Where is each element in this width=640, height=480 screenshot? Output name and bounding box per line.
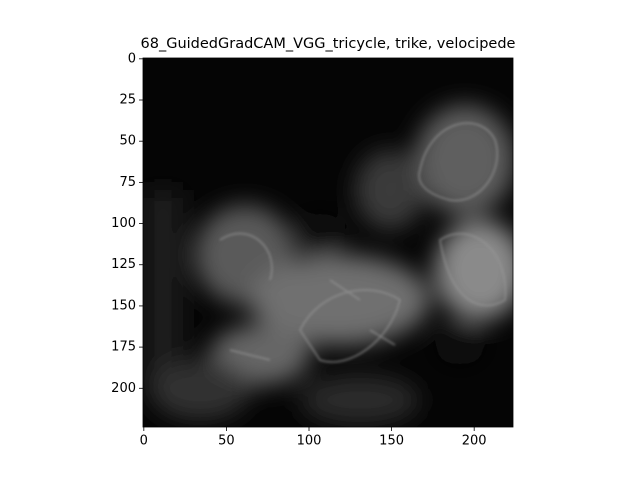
y-tick-label: 125 — [111, 257, 136, 272]
chart-title: 68_GuidedGradCAM_VGG_tricycle, trike, ve… — [141, 36, 516, 52]
x-tick-label: 100 — [297, 434, 322, 449]
y-tick-label: 50 — [119, 134, 136, 149]
x-tick-label: 150 — [379, 434, 404, 449]
axes-frame — [142, 57, 514, 428]
y-tick-label: 25 — [119, 93, 136, 108]
y-tick-label: 200 — [111, 381, 136, 396]
y-tick-label: 0 — [128, 51, 136, 66]
x-tick-label: 50 — [218, 434, 235, 449]
x-tick-label: 0 — [140, 434, 148, 449]
heatmap-image — [143, 58, 513, 427]
y-tick-label: 75 — [119, 175, 136, 190]
y-tick-label: 100 — [111, 216, 136, 231]
x-tick-label: 200 — [462, 434, 487, 449]
y-tick-label: 150 — [111, 298, 136, 313]
y-tick-label: 175 — [111, 340, 136, 355]
